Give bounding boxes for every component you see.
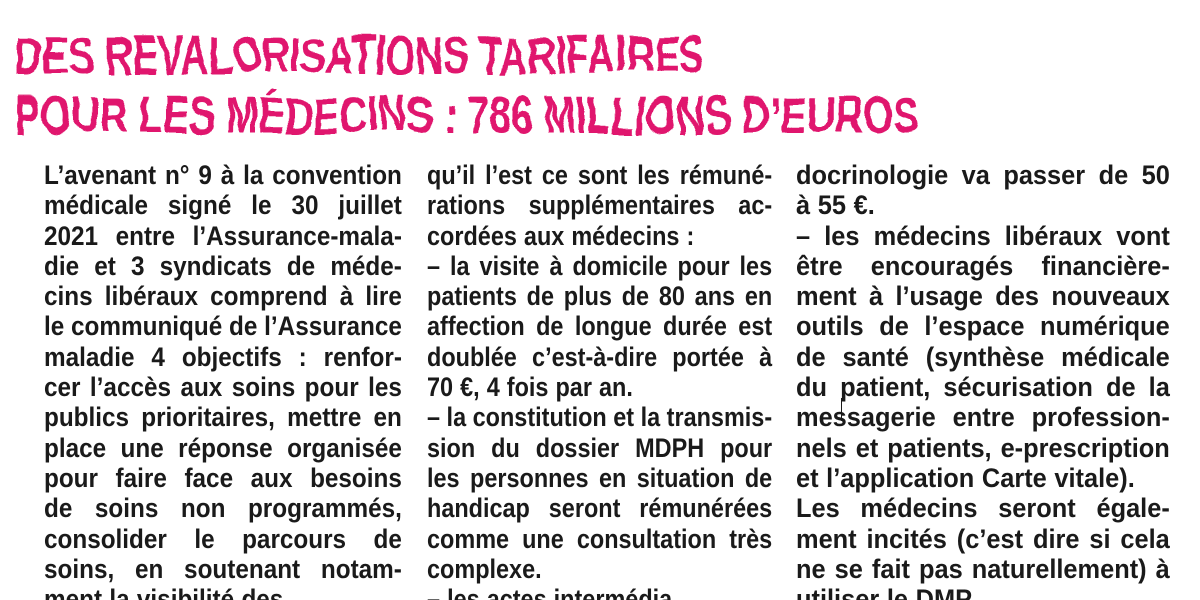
svg-text:DES REVALORISATIONS TARIFAIRES: DES REVALORISATIONS TARIFAIRES — [15, 27, 705, 85]
svg-text:POUR LES MÉDECINS : 786 MILLIO: POUR LES MÉDECINS : 786 MILLIONS D’EUROS — [15, 87, 920, 145]
